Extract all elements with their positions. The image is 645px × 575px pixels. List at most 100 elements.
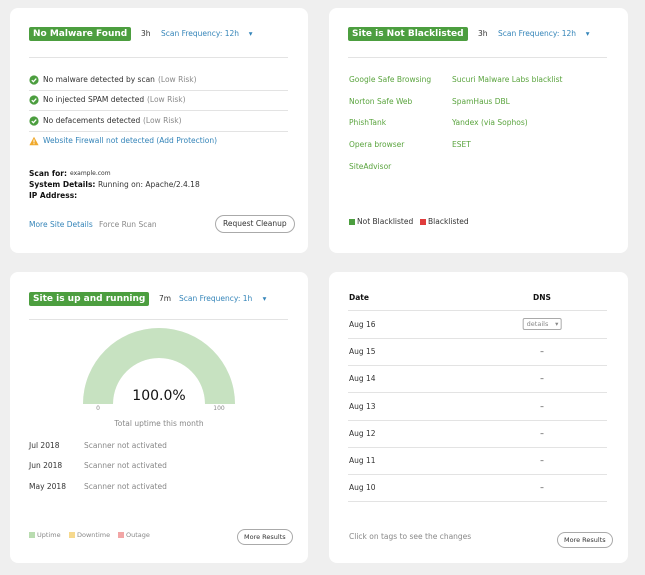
row-date: Aug 13 bbox=[349, 401, 376, 411]
blacklist-source: Google Safe Browsing bbox=[349, 75, 432, 84]
column-header: Date bbox=[349, 293, 369, 302]
site-details-link[interactable]: More Site Details bbox=[29, 220, 93, 229]
blacklist-source: PhishTank bbox=[349, 118, 387, 128]
blacklist-source: SiteAdvisor bbox=[349, 161, 392, 171]
divider bbox=[348, 446, 607, 448]
column-header: DNS bbox=[533, 293, 551, 302]
legend-label: Uptime bbox=[37, 531, 61, 539]
gauge-fill bbox=[83, 327, 235, 404]
status-badge: No Malware Found bbox=[29, 27, 132, 41]
scan-frequency[interactable]: Scan Frequency: 12h bbox=[161, 29, 240, 38]
row-date: Aug 12 bbox=[349, 428, 376, 438]
dns-dropdown[interactable]: details ▾ bbox=[522, 318, 562, 330]
legend-label: Blacklisted bbox=[428, 217, 469, 226]
divider bbox=[29, 319, 288, 320]
divider bbox=[348, 419, 607, 421]
history-month: Jul 2018 bbox=[29, 441, 60, 450]
history-status: Scanner not activated bbox=[84, 441, 167, 450]
row-dns: – bbox=[540, 428, 544, 438]
scan-age: 7m bbox=[159, 294, 172, 303]
more-results-button[interactable]: More Results bbox=[557, 532, 613, 548]
gauge-value: 100.0% bbox=[132, 388, 186, 404]
cleanup-button[interactable]: Request Cleanup bbox=[215, 215, 295, 233]
gauge-max: 100 bbox=[213, 405, 225, 412]
legend-swatch bbox=[349, 219, 355, 225]
detail-label: System Details: bbox=[29, 180, 96, 189]
more-results-button[interactable]: More Results bbox=[237, 529, 293, 545]
dropdown-caret[interactable]: ▾ bbox=[248, 29, 253, 38]
scan-age: 3h bbox=[478, 29, 488, 38]
detail-value: example.com bbox=[70, 170, 111, 177]
detail-label: IP Address: bbox=[29, 191, 78, 200]
divider bbox=[348, 392, 607, 394]
row-date: Aug 11 bbox=[349, 456, 376, 465]
divider bbox=[348, 310, 607, 311]
divider bbox=[348, 474, 607, 475]
legend-swatch bbox=[69, 532, 75, 538]
blacklist-source: Yandex (via Sophos) bbox=[452, 118, 528, 128]
divider bbox=[29, 57, 288, 58]
check-text[interactable]: Website Firewall not detected (Add Prote… bbox=[43, 135, 218, 145]
detail-label: Scan for: bbox=[29, 169, 67, 178]
check-icon bbox=[29, 115, 39, 126]
blacklist-source: Norton Safe Web bbox=[349, 96, 413, 106]
divider bbox=[348, 365, 607, 367]
check-icon bbox=[29, 95, 39, 105]
history-status: Scanner not activated bbox=[84, 481, 167, 491]
dns-card bbox=[329, 272, 628, 563]
divider bbox=[29, 90, 288, 91]
row-dns: – bbox=[540, 347, 544, 357]
risk-level: (Low Risk) bbox=[143, 115, 182, 125]
blacklist-source: Sucuri Malware Labs blacklist bbox=[452, 75, 563, 84]
warning-icon bbox=[29, 136, 39, 146]
blacklist-source: SpamHaus DBL bbox=[452, 96, 510, 106]
check-icon bbox=[29, 75, 39, 85]
legend-swatch bbox=[420, 219, 426, 225]
malware-card bbox=[10, 8, 308, 253]
status-badge: Site is up and running bbox=[29, 292, 150, 306]
divider bbox=[348, 57, 607, 58]
blacklist-card bbox=[329, 8, 628, 253]
uptime-gauge bbox=[83, 327, 235, 404]
row-dns: – bbox=[540, 401, 544, 411]
divider bbox=[29, 130, 288, 132]
history-month: Jun 2018 bbox=[29, 461, 63, 471]
row-date: Aug 10 bbox=[349, 483, 376, 493]
legend-label: Downtime bbox=[77, 531, 111, 539]
dropdown-caret[interactable]: ▾ bbox=[585, 29, 590, 38]
scan-frequency[interactable]: Scan Frequency: 1h bbox=[179, 294, 253, 303]
caret: ▾ bbox=[555, 320, 559, 328]
row-date: Aug 14 bbox=[349, 374, 376, 384]
divider bbox=[348, 338, 607, 339]
scan-age: 3h bbox=[141, 29, 151, 38]
risk-level: (Low Risk) bbox=[147, 95, 186, 105]
history-month: May 2018 bbox=[29, 481, 66, 491]
legend-label: Outage bbox=[126, 531, 150, 539]
gauge-min: 0 bbox=[96, 405, 100, 412]
dns-note: Click on tags to see the changes bbox=[349, 532, 472, 541]
row-date: Aug 15 bbox=[349, 347, 376, 357]
history-status: Scanner not activated bbox=[84, 461, 167, 471]
row-dns: – bbox=[540, 374, 544, 384]
legend-label: Not Blacklisted bbox=[357, 217, 414, 226]
blacklist-source: Opera browser bbox=[349, 140, 405, 150]
divider bbox=[348, 501, 607, 503]
check-text: No defacements detected bbox=[43, 115, 141, 125]
force-scan-link[interactable]: Force Run Scan bbox=[99, 220, 157, 229]
scan-frequency[interactable]: Scan Frequency: 12h bbox=[498, 29, 577, 38]
legend-swatch bbox=[29, 532, 35, 538]
uptime-card bbox=[10, 272, 308, 563]
check-text: No malware detected by scan bbox=[43, 75, 155, 84]
risk-level: (Low Risk) bbox=[158, 75, 197, 84]
legend-swatch bbox=[118, 532, 124, 538]
divider bbox=[29, 110, 288, 112]
status-badge: Site is Not Blacklisted bbox=[348, 27, 468, 41]
check-text: No injected SPAM detected bbox=[43, 95, 145, 105]
row-date: Aug 16 bbox=[349, 320, 376, 329]
dropdown-caret[interactable]: ▾ bbox=[262, 294, 267, 303]
gauge-caption: Total uptime this month bbox=[114, 419, 204, 428]
row-dns: – bbox=[540, 456, 544, 465]
row-dns: – bbox=[540, 483, 544, 493]
blacklist-source: ESET bbox=[452, 140, 471, 150]
